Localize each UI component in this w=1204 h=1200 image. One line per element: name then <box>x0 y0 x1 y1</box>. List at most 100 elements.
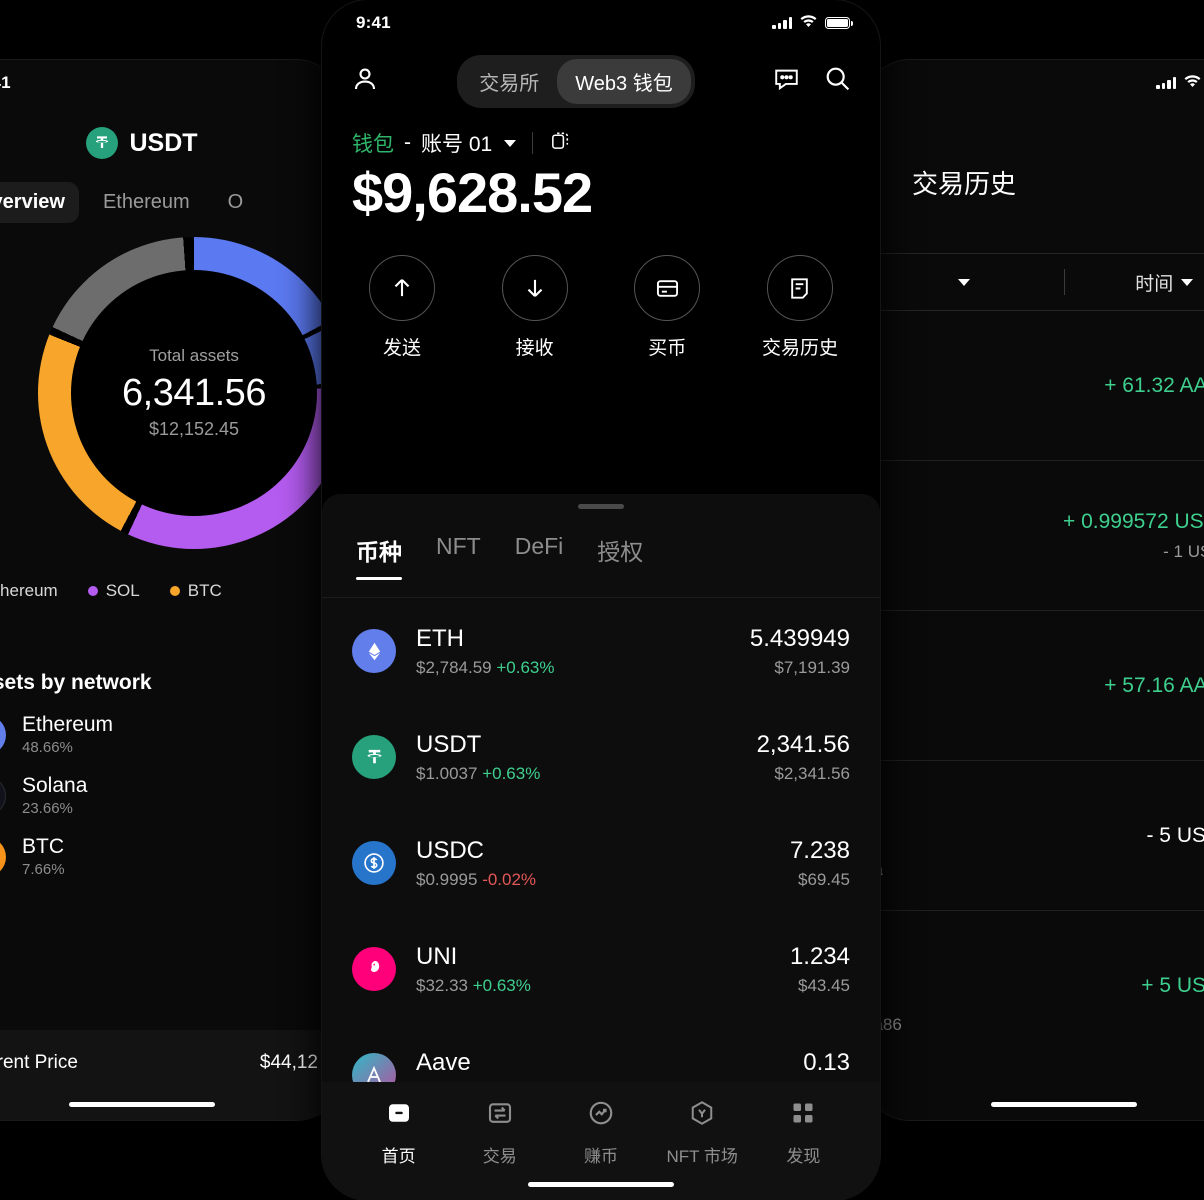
copy-icon[interactable] <box>549 129 572 158</box>
tabbar-item-discover[interactable]: 发现 <box>753 1098 854 1200</box>
token-symbol: Aave <box>416 1048 471 1076</box>
token-change: +0.63% <box>482 763 541 783</box>
tabbar-label: 发现 <box>786 1147 821 1166</box>
wallet-label: 钱包 <box>352 133 394 156</box>
battery-icon <box>825 16 853 30</box>
action-label: 发送 <box>382 338 421 359</box>
mode-segmented-control: 交易所 Web3 钱包 <box>457 54 695 108</box>
token-row-uni[interactable]: UNI $32.33 +0.63% 1.234 $43.45 <box>322 916 880 1022</box>
action-send[interactable]: 发送 <box>356 255 448 360</box>
token-amount: 5.439949 <box>749 624 850 652</box>
tab-defi[interactable]: DeFi <box>514 533 564 559</box>
header-icons <box>772 64 852 98</box>
network-row-ethereum[interactable]: Ethereum 48.66% <box>0 695 342 756</box>
current-price-value: $44,12 <box>259 1052 318 1073</box>
token-amount: 1.234 <box>789 942 850 970</box>
tab-overview[interactable]: Overview <box>0 182 79 223</box>
status-indicators <box>1156 73 1204 93</box>
transaction-row[interactable]: + 5 USDT ba86 <box>864 911 1204 1061</box>
transaction-row[interactable]: + 0.999572 USDC - 1 USDT <box>864 461 1204 611</box>
legend-label: Ethereum <box>0 581 58 600</box>
credit-card-icon <box>634 255 701 321</box>
chat-bubble-icon[interactable] <box>772 64 801 98</box>
network-row-solana[interactable]: Solana 23.66% <box>0 756 342 817</box>
center-status-bar: 9:41 <box>322 0 880 46</box>
home-indicator <box>991 1102 1137 1107</box>
tab-nft[interactable]: NFT <box>436 533 481 559</box>
chevron-down-icon[interactable] <box>504 139 517 147</box>
donut-legend: Ethereum SOL BTC <box>0 559 342 601</box>
filter-time[interactable]: 时间 <box>1065 269 1204 296</box>
transaction-filter-bar: 时间 <box>864 253 1204 311</box>
arrow-up-icon <box>369 255 435 321</box>
tab-other[interactable]: O <box>227 191 244 213</box>
action-label: 交易历史 <box>761 338 838 359</box>
legend-item-ethereum: Ethereum <box>0 581 58 601</box>
wifi-icon <box>799 13 818 33</box>
legend-item-btc: BTC <box>169 581 222 601</box>
left-phone-usdt-overview: 9:41 ‹ USDT Overview Ethereum O Total as… <box>0 60 342 1120</box>
network-row-btc[interactable]: ₿ BTC 7.66% <box>0 817 342 878</box>
tabbar-item-trade[interactable]: 交易 <box>449 1098 550 1200</box>
transaction-list: + 61.32 AAVE + 0.999572 USDC - 1 USDT + … <box>864 311 1204 1061</box>
transaction-amount: + 0.999572 USDC <box>1062 509 1204 533</box>
network-percent: 23.66% <box>22 800 73 817</box>
token-symbol: UNI <box>416 942 458 970</box>
segment-web3-wallet[interactable]: Web3 钱包 <box>557 58 691 104</box>
action-buy-crypto[interactable]: 买币 <box>621 255 713 360</box>
action-transaction-history[interactable]: 交易历史 <box>754 255 846 360</box>
token-value: $7,191.39 <box>774 657 850 677</box>
tab-ethereum[interactable]: Ethereum <box>102 191 190 213</box>
legend-item-sol: SOL <box>87 581 140 601</box>
page-title-text: USDT <box>129 128 198 157</box>
action-receive[interactable]: 接收 <box>489 255 581 360</box>
token-row-usdc[interactable]: USDC $0.9995 -0.02% 7.238 $69.45 <box>322 810 880 916</box>
transaction-row[interactable]: + 61.32 AAVE <box>864 311 1204 461</box>
wallet-actions: 发送 接收 买币 交易历史 <box>322 225 880 360</box>
tab-approvals[interactable]: 授权 <box>597 539 644 565</box>
tether-icon <box>86 127 119 159</box>
home-icon <box>384 1098 414 1133</box>
grid-icon <box>788 1098 818 1133</box>
network-percent: 48.66% <box>22 739 73 756</box>
filter-type[interactable] <box>864 278 1064 286</box>
person-icon[interactable] <box>350 64 380 99</box>
solana-icon <box>0 775 6 816</box>
right-page-title: 交易历史 <box>912 169 1017 199</box>
left-status-bar: 9:41 <box>0 60 342 106</box>
transaction-amount: + 5 USDT <box>1141 974 1204 997</box>
tabbar-item-home[interactable]: 首页 <box>348 1098 449 1200</box>
caret-down-icon <box>1181 278 1194 286</box>
home-indicator <box>528 1182 674 1187</box>
tab-coins[interactable]: 币种 <box>356 533 402 580</box>
bottom-tab-bar: 首页 交易 赚币 NFT 市场 <box>322 1082 880 1200</box>
transaction-amount: + 57.16 AAVE <box>1104 673 1204 697</box>
token-row-usdt[interactable]: USDT $1.0037 +0.63% 2,341.56 $2,341.56 <box>322 704 880 810</box>
bitcoin-icon: ₿ <box>0 836 6 877</box>
donut-value: 6,341.56 <box>122 372 266 414</box>
token-row-eth[interactable]: ETH $2,784.59 +0.63% 5.439949 $7,191.39 <box>322 598 880 704</box>
token-change: +0.63% <box>496 657 555 677</box>
token-change: +0.63% <box>472 975 531 995</box>
transaction-row[interactable]: + 57.16 AAVE <box>864 611 1204 761</box>
status-time: 9:41 <box>0 73 11 92</box>
token-change: -0.02% <box>482 869 537 889</box>
status-indicators <box>772 13 853 33</box>
search-icon[interactable] <box>823 64 852 98</box>
section-title-assets-by-network: Assets by network <box>0 671 152 694</box>
page-title: USDT <box>0 127 342 159</box>
wallet-account-selector[interactable]: 钱包 - 账号 01 <box>322 106 880 158</box>
nft-icon <box>687 1098 717 1133</box>
token-price: $0.9995 <box>416 869 478 889</box>
token-symbol: USDT <box>416 730 482 758</box>
segment-exchange[interactable]: 交易所 <box>479 72 540 95</box>
tabbar-item-nft-market[interactable]: NFT 市场 <box>652 1098 753 1200</box>
donut-center-labels: Total assets 6,341.56 $12,152.45 <box>38 237 342 549</box>
transaction-row[interactable]: - 5 USDT 0a <box>864 761 1204 911</box>
token-amount: 7.238 <box>789 836 850 864</box>
token-amount: 2,341.56 <box>756 730 850 758</box>
divider <box>532 132 534 154</box>
sheet-drag-handle[interactable] <box>578 504 624 509</box>
tabbar-item-earn[interactable]: 赚币 <box>550 1098 651 1200</box>
signal-icon <box>1156 77 1176 89</box>
